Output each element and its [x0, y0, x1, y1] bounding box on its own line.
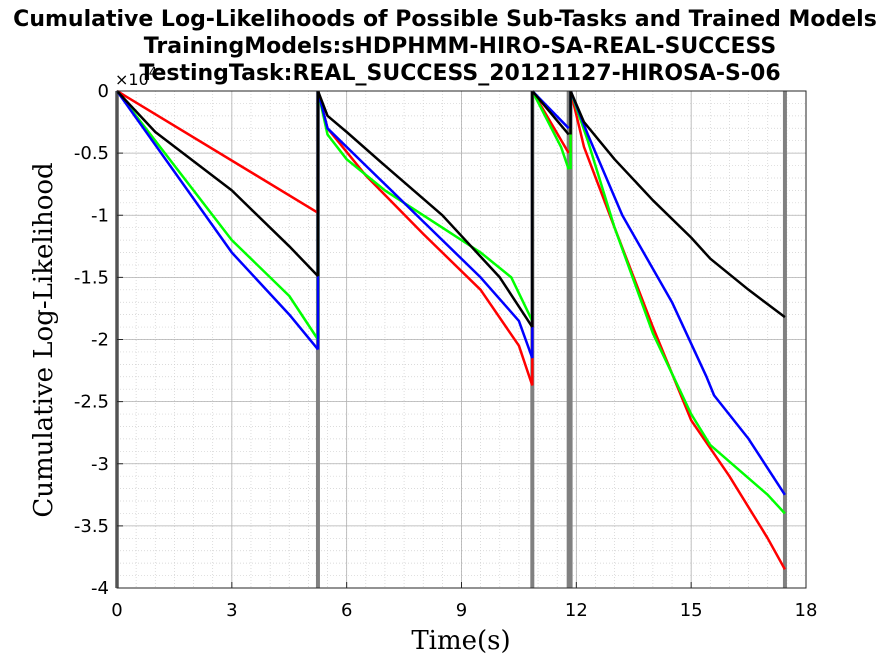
series-3-segment — [116, 90, 319, 277]
series-1-segment — [316, 90, 534, 322]
y-axis-label: Cumulative Log-Likelihood — [29, 162, 59, 517]
series-1-segment — [116, 90, 320, 341]
chart-title-line-3: TestingTask:REAL_SUCCESS_20121127-HIROSA… — [139, 61, 780, 86]
series-layer — [115, 89, 786, 571]
series-0-segment — [116, 89, 319, 214]
chart-title-line-1: Cumulative Log-Likelihoods of Possible S… — [13, 7, 877, 32]
series-2-segment — [569, 90, 786, 496]
y-tick-label: 0 — [98, 81, 109, 102]
y-tick-label: -4 — [91, 578, 109, 599]
y-tick-label: -2.5 — [74, 392, 109, 413]
series-3-segment — [531, 90, 570, 136]
x-axis-label: Time(s) — [411, 626, 510, 656]
x-tick-label: 12 — [565, 600, 588, 621]
x-tick-label: 3 — [226, 600, 237, 621]
y-tick-label: -1.5 — [74, 267, 109, 288]
y-exponent-multiplier: ×104 — [115, 66, 157, 89]
series-3-segment — [316, 90, 534, 328]
series-2-segment — [316, 90, 534, 359]
y-tick-label: -3.5 — [74, 516, 109, 537]
grid-layer — [116, 90, 807, 589]
series-3 — [116, 90, 786, 328]
x-tick-label: 9 — [456, 600, 467, 621]
series-2-segment — [115, 90, 319, 351]
tick-layer: 0 3 6 9 12 15 18 0 -0.5 -1 -1.5 -2 -2.5 -3 -3.5 -4 — [74, 81, 818, 621]
x-tick-label: 0 — [111, 600, 122, 621]
series-1-segment — [531, 90, 570, 170]
x-tick-label: 15 — [680, 600, 703, 621]
x-tick-label: 6 — [341, 600, 352, 621]
y-tick-label: -2 — [91, 330, 109, 351]
series-0-segment — [569, 90, 786, 571]
series-3-segment — [569, 90, 786, 319]
y-tick-label: -3 — [91, 454, 109, 475]
chart-title-line-2: TrainingModels:sHDPHMM-HIRO-SA-REAL-SUCC… — [144, 34, 776, 59]
y-tick-label: -1 — [91, 205, 109, 226]
y-tick-label: -0.5 — [74, 143, 109, 164]
series-1-segment — [569, 90, 786, 515]
x-tick-label: 18 — [795, 600, 818, 621]
